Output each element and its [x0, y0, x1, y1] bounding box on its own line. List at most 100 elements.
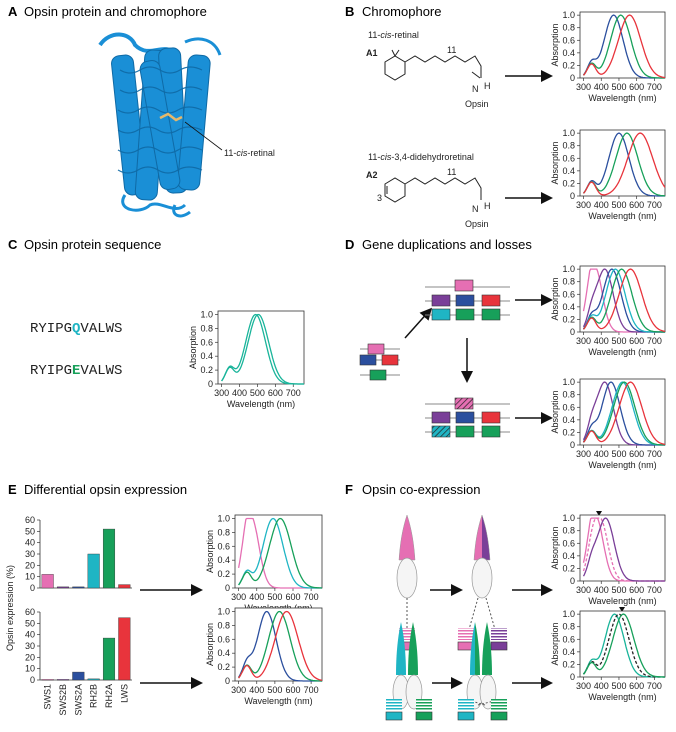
y-tick-label: 10	[25, 572, 35, 582]
y-tick-label: 0.8	[562, 622, 575, 632]
x-tick-label: 600	[629, 336, 644, 346]
y-tick-label: 0.8	[562, 23, 575, 33]
x-tick-label: 500	[267, 685, 282, 695]
y-tick-label: 0.4	[562, 415, 575, 425]
x-tick-label: 600	[629, 681, 644, 691]
y-tick-label: 0	[570, 440, 575, 450]
panel-title-c: C Opsin protein sequence	[8, 237, 161, 252]
x-tick-label: 700	[647, 82, 662, 92]
svg-text:Differential opsin expression: Differential opsin expression	[24, 482, 187, 497]
x-tick-label: 400	[594, 681, 609, 691]
x-tick-label: 700	[647, 336, 662, 346]
chart-B1: 300 400 500 600 700 0 0.2 0.4 0.6 0.8 1.0 Wavelengt…	[550, 10, 666, 103]
x-tick-label: 600	[629, 200, 644, 210]
series-line-4	[582, 268, 665, 333]
series-line-1	[582, 132, 666, 197]
svg-text:11: 11	[447, 45, 456, 55]
y-axis-label: Absorption	[205, 530, 215, 573]
gene-diagram-ancestral	[359, 343, 400, 381]
bar-SWS1	[41, 679, 54, 681]
x-tick-label: 700	[304, 592, 319, 602]
svg-text:Opsin: Opsin	[465, 99, 489, 109]
cone-single-after	[457, 514, 508, 651]
chart-F1: 300 400 500 600 700 0 0.2 0.4 0.6 0.8 1.0 Wavelengt…	[550, 513, 666, 606]
gene-diagram-lost	[425, 397, 510, 438]
category-label: SWS1	[43, 684, 53, 710]
svg-text:11-cis-retinal: 11-cis-retinal	[368, 30, 419, 40]
y-tick-label: 0.2	[562, 659, 575, 669]
series-line-4	[582, 381, 666, 446]
series-line-1	[582, 613, 665, 678]
x-tick-label: 300	[576, 336, 591, 346]
x-tick-label: 300	[576, 82, 591, 92]
bar-SWS2B	[56, 586, 70, 589]
arrow-d-up	[404, 307, 432, 339]
x-tick-label: 300	[214, 388, 229, 398]
bar-RH2B	[87, 678, 100, 681]
x-tick-label: 500	[611, 82, 626, 92]
svg-text:N: N	[472, 204, 479, 214]
x-tick-label: 500	[250, 388, 265, 398]
a1-chromophore: 11-cis-retinal A1 11 N H Opsin	[366, 30, 491, 109]
y-tick-label: 20	[25, 560, 35, 570]
y-tick-label: 0	[225, 676, 230, 686]
x-axis-label: Wavelength (nm)	[588, 460, 656, 470]
x-tick-label: 300	[576, 681, 591, 691]
svg-text:E: E	[8, 482, 17, 497]
panel-title-a: A Opsin protein and chromophore	[8, 4, 207, 19]
y-tick-label: 1.0	[562, 609, 575, 619]
cone-single-before	[396, 514, 418, 651]
peak-marker-f1	[596, 511, 602, 516]
x-axis-label: Wavelength (nm)	[227, 399, 295, 409]
series-line-0	[582, 132, 665, 197]
y-tick-label: 20	[25, 652, 35, 662]
series-line-2	[238, 517, 323, 589]
y-tick-label: 0	[570, 73, 575, 83]
bar-SWS1	[41, 574, 54, 589]
x-axis-label: Wavelength (nm)	[588, 596, 656, 606]
y-tick-label: 0	[570, 672, 575, 682]
series-line-1	[238, 517, 322, 589]
y-tick-label: 40	[25, 630, 35, 640]
svg-text:Gene duplications and losses: Gene duplications and losses	[362, 237, 532, 252]
y-tick-label: 0	[570, 191, 575, 201]
x-tick-label: 400	[594, 449, 609, 459]
bar-SWS2B	[56, 679, 70, 681]
y-tick-label: 0	[570, 576, 575, 586]
y-tick-label: 1.0	[217, 606, 230, 616]
y-tick-label: 0.6	[562, 402, 575, 412]
x-tick-label: 600	[268, 388, 283, 398]
series-line-3	[582, 268, 665, 333]
svg-text:A2: A2	[366, 170, 378, 180]
series-line-1	[582, 14, 665, 79]
y-tick-label: 0.4	[562, 647, 575, 657]
sequence-1: RYIPGQVALWS	[30, 321, 122, 337]
e-ylabel: Opsin expression (%)	[5, 565, 15, 651]
y-tick-label: 0.4	[217, 555, 230, 565]
series-line-0	[238, 610, 322, 682]
x-tick-label: 300	[576, 200, 591, 210]
y-tick-label: 0.6	[562, 289, 575, 299]
panel-title-f: F Opsin co-expression	[345, 482, 481, 497]
svg-text:H: H	[484, 81, 491, 91]
x-axis-label: Wavelength (nm)	[244, 696, 312, 706]
x-tick-label: 500	[611, 336, 626, 346]
chart-E1: 30040050060070000.20.40.60.81.0Wavelengt…	[205, 513, 323, 613]
y-tick-label: 0.2	[200, 365, 213, 375]
y-tick-label: 0.2	[562, 314, 575, 324]
series-line-2	[582, 14, 666, 79]
bar-RH2A	[102, 528, 116, 589]
x-tick-label: 400	[249, 685, 264, 695]
x-tick-label: 300	[231, 592, 246, 602]
retinal-label: 11-cis-retinal	[224, 148, 275, 158]
x-tick-label: 600	[285, 685, 300, 695]
series-line-2	[582, 613, 665, 678]
y-tick-label: 0.6	[562, 634, 575, 644]
plot-frame	[579, 129, 666, 197]
y-tick-label: 30	[25, 549, 35, 559]
chart-E2: 300 400 500 600 700 0 0.2 0.4 0.6 0.8 1.0 Wavelengt…	[205, 606, 323, 706]
svg-text:Opsin protein sequence: Opsin protein sequence	[24, 237, 161, 252]
y-tick-label: 0.4	[200, 351, 213, 361]
x-tick-label: 500	[611, 200, 626, 210]
